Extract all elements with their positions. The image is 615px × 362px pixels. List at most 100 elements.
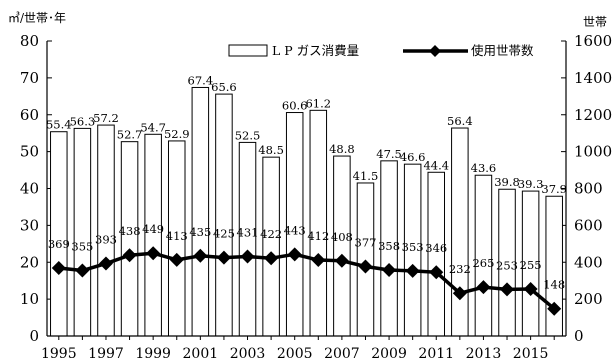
bar-value-label: 43.6 [471, 161, 497, 175]
line-value-label: 346 [425, 241, 447, 255]
left-axis-tick-label: 20 [20, 253, 39, 271]
bar-value-label: 44.4 [423, 158, 449, 172]
bar [451, 127, 469, 337]
line-point [51, 260, 66, 275]
line-point [382, 262, 397, 277]
bar [262, 156, 280, 337]
x-axis-tick-label: 2011 [418, 346, 454, 362]
line-value-label: 369 [48, 237, 70, 251]
bar-value-label: 61.2 [305, 96, 331, 110]
line-value-label: 265 [472, 256, 494, 270]
left-axis-tick-label: 40 [20, 180, 39, 198]
line-point [240, 249, 255, 264]
line-value-label: 232 [449, 262, 471, 276]
right-axis-tick-label: 200 [574, 290, 603, 308]
line-value-label: 377 [355, 235, 377, 249]
legend-line-marker [429, 45, 441, 57]
line-point [358, 259, 373, 274]
bar-value-label: 55.4 [46, 118, 72, 132]
line-point [523, 281, 538, 296]
line-value-label: 408 [331, 230, 353, 244]
right-axis: 0 200 400 600 800 1000 1200 1400 1600 [561, 32, 612, 345]
line-point [75, 263, 90, 278]
legend-bar-swatch [228, 44, 268, 57]
line-point [216, 250, 231, 265]
line-point [452, 286, 467, 301]
bar-series: 55.456.357.2 52.754.752.9 67.465.6 52.548.5… [46, 73, 567, 337]
bar-value-label: 48.5 [258, 143, 284, 157]
x-axis-tick-label: 1995 [41, 346, 77, 362]
line-value-label: 425 [213, 227, 235, 241]
line-value-label: 431 [237, 226, 259, 240]
left-axis-tick-label: 0 [29, 327, 39, 345]
right-axis-tick-label: 800 [574, 180, 603, 198]
left-axis-tick-label: 70 [20, 69, 39, 87]
right-axis-tick-label: 1200 [574, 106, 612, 124]
bar [191, 86, 210, 337]
bar [356, 182, 375, 337]
bar-value-label: 41.5 [353, 169, 379, 183]
line-point [405, 263, 420, 278]
bar-value-label: 46.6 [400, 150, 426, 164]
legend: L P ガス消費量 使用世帯数 [228, 43, 534, 58]
line-value-label: 412 [307, 229, 329, 243]
bar-value-label: 52.5 [235, 128, 261, 142]
right-axis-tick-label: 0 [574, 327, 584, 345]
line-point [169, 252, 184, 267]
line-value-label: 438 [119, 224, 141, 238]
right-axis-tick-label: 600 [574, 216, 603, 234]
x-axis-tick-label: 2001 [183, 346, 219, 362]
line-point [287, 247, 302, 262]
line-point [476, 280, 491, 295]
line-value-label: 449 [142, 222, 164, 236]
line-point [547, 301, 562, 316]
line-point [264, 251, 279, 266]
left-axis: 0 10 20 30 40 50 60 70 80 [20, 32, 52, 345]
right-axis-unit-label: 世帯 [583, 15, 607, 29]
legend-line-label: 使用世帯数 [471, 43, 534, 58]
line-point [98, 256, 113, 271]
line-point [193, 248, 208, 263]
line-point [334, 253, 349, 268]
x-axis: 1995 1997 1999 2001 2003 2005 2007 2009 2011 2013… [41, 336, 555, 362]
bar-value-label: 57.2 [93, 111, 119, 125]
line-point [146, 246, 161, 261]
right-axis-tick-label: 400 [574, 253, 603, 271]
line-value-label: 253 [496, 258, 518, 272]
line-value-label: 353 [402, 240, 424, 254]
bar-value-label: 60.6 [282, 99, 308, 113]
left-axis-tick-label: 30 [20, 216, 39, 234]
bar-value-label: 39.3 [518, 177, 544, 191]
x-axis-tick-label: 2007 [324, 346, 360, 362]
legend-bar-label: L P ガス消費量 [272, 43, 359, 58]
line-value-label: 435 [189, 225, 211, 239]
left-axis-tick-label: 60 [20, 106, 39, 124]
bar-value-label: 52.9 [164, 127, 190, 141]
bar [309, 109, 328, 337]
right-axis-tick-label: 1600 [574, 32, 612, 50]
line-value-label: 358 [378, 239, 400, 253]
bar-value-label: 39.8 [494, 175, 520, 189]
x-axis-tick-label: 2005 [277, 346, 313, 362]
left-axis-tick-label: 50 [20, 143, 39, 161]
left-axis-tick-label: 10 [20, 290, 39, 308]
bar [50, 131, 68, 337]
x-axis-tick-label: 1999 [135, 346, 171, 362]
line-point [500, 282, 515, 297]
bar-value-label: 37.9 [541, 182, 567, 196]
line-value-label: 443 [284, 223, 306, 237]
line-point [311, 253, 326, 268]
x-axis-tick-label: 2015 [513, 346, 549, 362]
line-value-label: 148 [543, 278, 565, 292]
x-axis-tick-label: 2013 [466, 346, 502, 362]
bar [333, 155, 351, 337]
line-value-label: 422 [260, 227, 282, 241]
bar-value-label: 54.7 [140, 120, 166, 134]
x-axis-tick-label: 2003 [230, 346, 266, 362]
x-axis-tick-label: 2009 [371, 346, 407, 362]
left-axis-unit-label: ㎥/世帯･年 [8, 11, 66, 25]
bar-value-label: 65.6 [211, 80, 237, 94]
line-value-label: 413 [166, 229, 188, 243]
